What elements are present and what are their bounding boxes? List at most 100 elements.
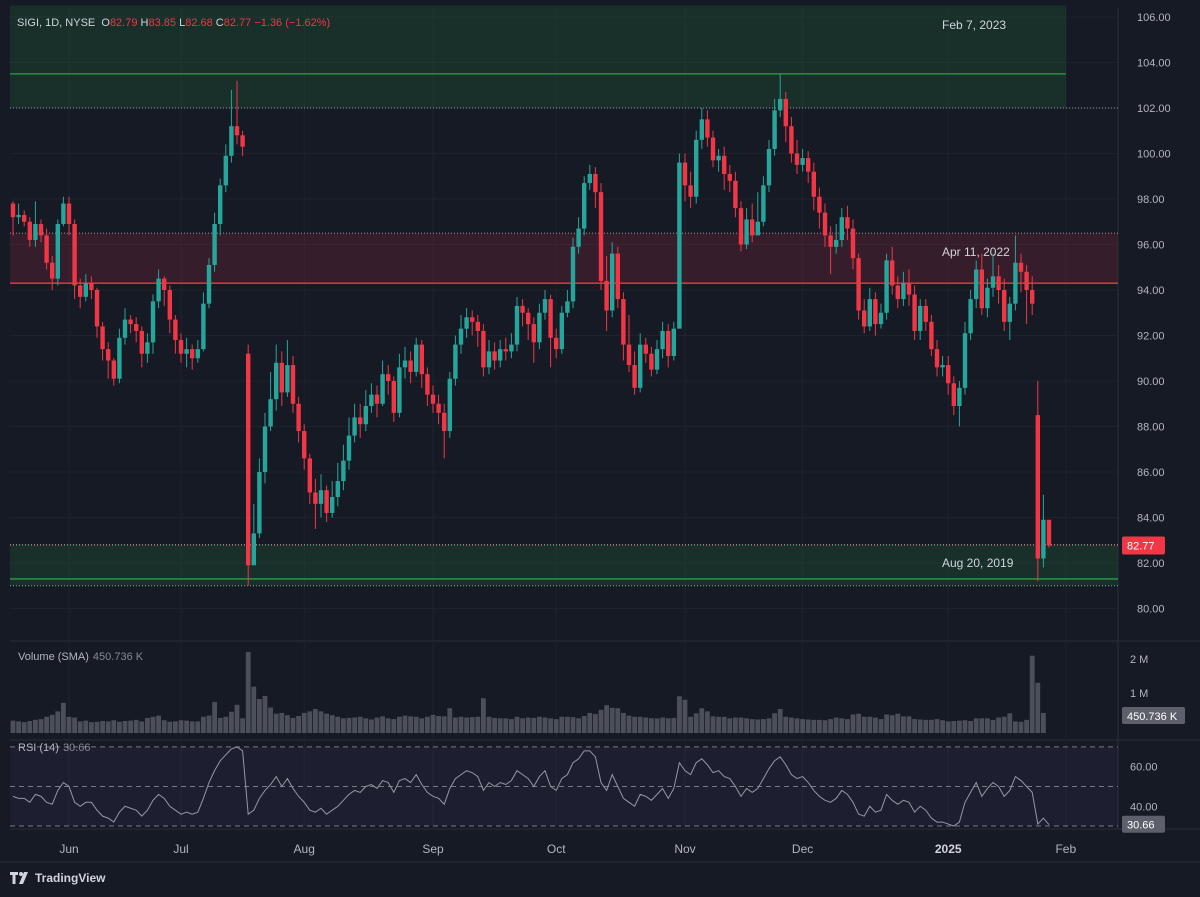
volume-bar — [173, 721, 178, 733]
volume-bar — [105, 721, 111, 733]
volume-value: 450.736 K — [92, 651, 144, 663]
volume-bar — [671, 717, 677, 733]
volume-bar — [212, 702, 217, 733]
volume-bar — [520, 718, 525, 733]
candle-body — [150, 301, 156, 343]
volume-bar — [598, 709, 604, 733]
brand-logo[interactable]: TradingView — [10, 871, 105, 885]
volume-bar — [755, 719, 761, 733]
volume-bar — [744, 718, 749, 733]
candle-body — [856, 258, 861, 311]
candle-body — [990, 276, 996, 288]
volume-bar — [27, 721, 33, 733]
volume-bar — [492, 717, 497, 733]
volume-bar — [621, 712, 626, 733]
candle-body — [542, 299, 548, 313]
candle-body — [330, 497, 335, 513]
candle-body — [828, 235, 833, 247]
volume-bar — [940, 720, 945, 733]
candle-body — [279, 362, 284, 393]
volume-bar — [637, 716, 643, 733]
candle-body — [850, 228, 856, 259]
candle-body — [190, 349, 195, 359]
zone-label: Aug 20, 2019 — [942, 556, 1014, 570]
volume-badge-text: 450.736 K — [1127, 711, 1178, 723]
volume-title[interactable]: Volume (SMA) — [18, 651, 89, 663]
candle-body — [251, 533, 256, 566]
volume-bar — [268, 707, 273, 733]
volume-bar — [408, 716, 413, 733]
candle-body — [520, 305, 525, 313]
volume-bar — [290, 717, 296, 733]
rsi-title[interactable]: RSI (14) — [18, 742, 59, 754]
volume-bar — [979, 718, 985, 733]
volume-bar — [145, 717, 150, 733]
candle-body — [268, 399, 273, 427]
candle-body — [419, 344, 424, 375]
candle-body — [1035, 415, 1040, 559]
candle-body — [750, 219, 755, 236]
rsi-tick-label: 60.00 — [1130, 762, 1158, 774]
candle-body — [621, 299, 626, 345]
candle-body — [890, 260, 895, 286]
candle-body — [425, 374, 430, 395]
volume-bar — [21, 722, 27, 733]
volume-bar — [609, 707, 615, 733]
volume-bar — [10, 720, 16, 733]
volume-bar — [1041, 712, 1046, 733]
candle-body — [100, 326, 105, 350]
rsi-value: 30.66 — [62, 742, 91, 754]
x-tick-label: Sep — [422, 842, 444, 856]
y-tick-label: 102.00 — [1137, 103, 1171, 115]
candle-body — [475, 321, 480, 331]
candle-body — [744, 219, 749, 245]
tradingview-logo-icon — [10, 872, 28, 884]
symbol-title[interactable]: SIGI, 1D, NYSE — [17, 17, 96, 29]
volume-bar — [1007, 713, 1013, 733]
volume-bar — [570, 717, 576, 733]
candle-body — [934, 349, 940, 368]
volume-bar — [313, 709, 318, 733]
volume-bar — [184, 720, 189, 733]
volume-bar — [481, 698, 486, 733]
candle-body — [408, 360, 413, 372]
candle-body — [94, 290, 100, 327]
volume-bar — [856, 713, 861, 733]
candle-body — [486, 351, 492, 368]
candle-body — [923, 305, 928, 322]
candle-body — [660, 330, 665, 350]
volume-bar — [397, 716, 402, 733]
volume-bar — [766, 718, 772, 733]
candle-body — [1041, 519, 1046, 559]
volume-bar — [486, 716, 492, 733]
candle-body — [576, 228, 581, 247]
candle-body — [453, 344, 458, 379]
volume-bar — [464, 717, 469, 733]
y-tick-label: 98.00 — [1137, 194, 1165, 206]
candle-body — [559, 312, 564, 350]
candle-body — [346, 435, 352, 461]
volume-bar — [167, 721, 173, 733]
candle-body — [531, 324, 536, 343]
candle-body — [699, 119, 704, 140]
volume-bar — [548, 718, 553, 733]
candle-body — [22, 214, 27, 222]
volume-bar — [301, 712, 307, 733]
candle-body — [324, 490, 329, 513]
volume-bar — [503, 718, 509, 733]
volume-bar — [660, 717, 665, 733]
candle-body — [1030, 290, 1035, 304]
candle-body — [195, 349, 200, 359]
volume-bar — [346, 717, 352, 733]
volume-bar — [693, 713, 699, 733]
volume-bar — [245, 651, 251, 733]
candle-body — [800, 158, 805, 165]
candle-body — [548, 299, 553, 338]
volume-bar — [985, 718, 990, 733]
volume-bar — [783, 716, 789, 733]
volume-bar — [917, 719, 923, 733]
candle-body — [733, 180, 738, 209]
candle-body — [78, 285, 83, 297]
candle-body — [615, 253, 620, 300]
